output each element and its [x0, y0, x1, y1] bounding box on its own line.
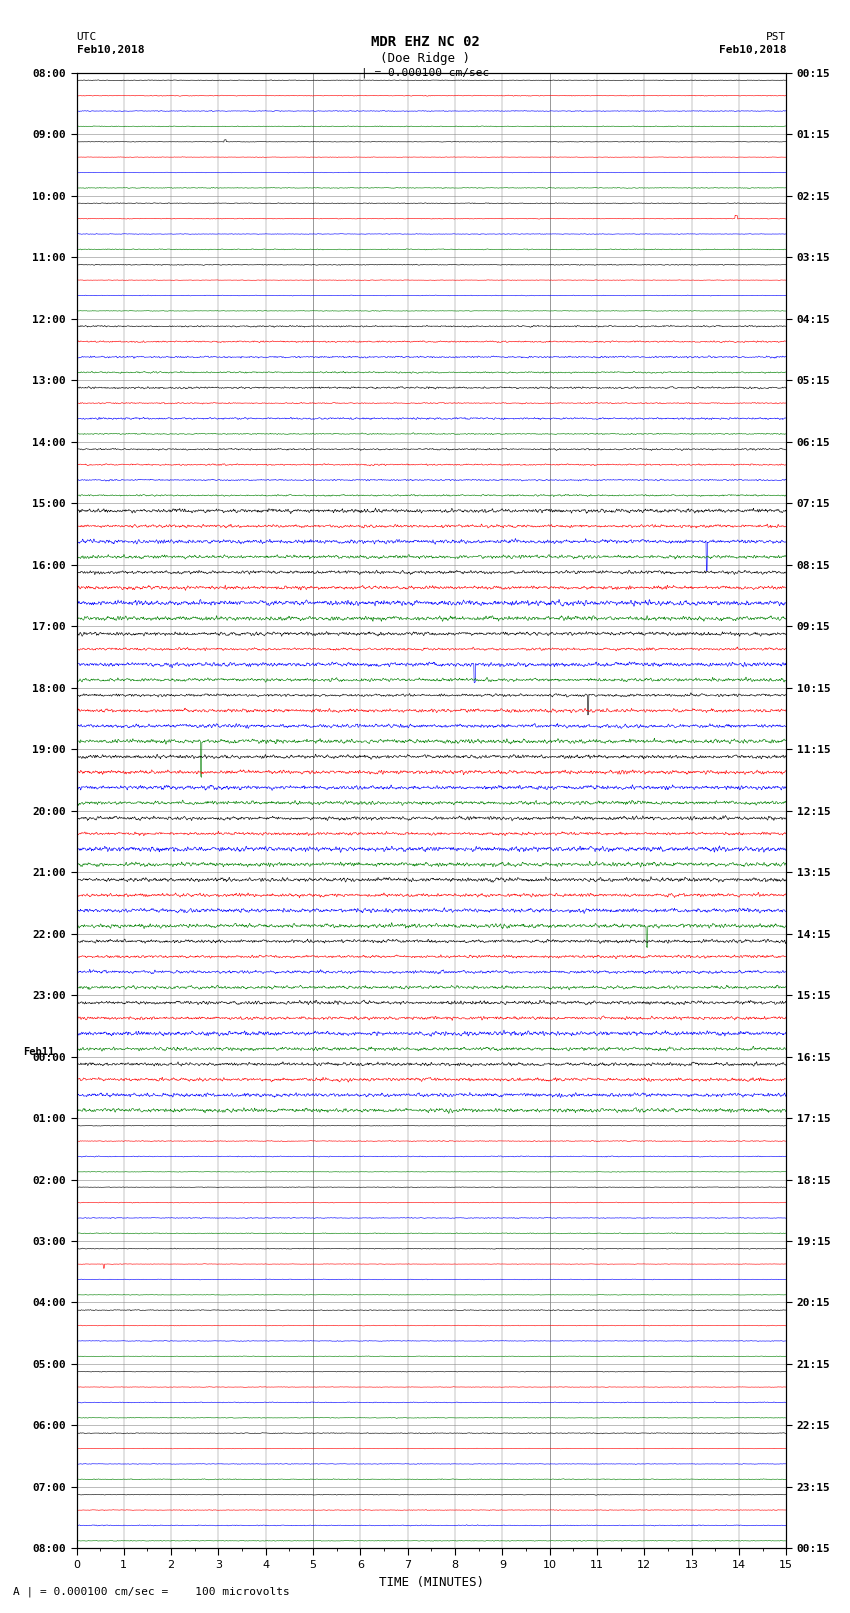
Text: A | = 0.000100 cm/sec =    100 microvolts: A | = 0.000100 cm/sec = 100 microvolts	[13, 1586, 290, 1597]
Text: PST: PST	[766, 32, 786, 42]
Text: | = 0.000100 cm/sec: | = 0.000100 cm/sec	[361, 68, 489, 79]
Text: Feb11: Feb11	[23, 1047, 54, 1057]
Text: Feb10,2018: Feb10,2018	[76, 45, 144, 55]
X-axis label: TIME (MINUTES): TIME (MINUTES)	[379, 1576, 484, 1589]
Text: MDR EHZ NC 02: MDR EHZ NC 02	[371, 35, 479, 50]
Text: UTC: UTC	[76, 32, 97, 42]
Text: (Doe Ridge ): (Doe Ridge )	[380, 52, 470, 65]
Text: Feb10,2018: Feb10,2018	[719, 45, 786, 55]
